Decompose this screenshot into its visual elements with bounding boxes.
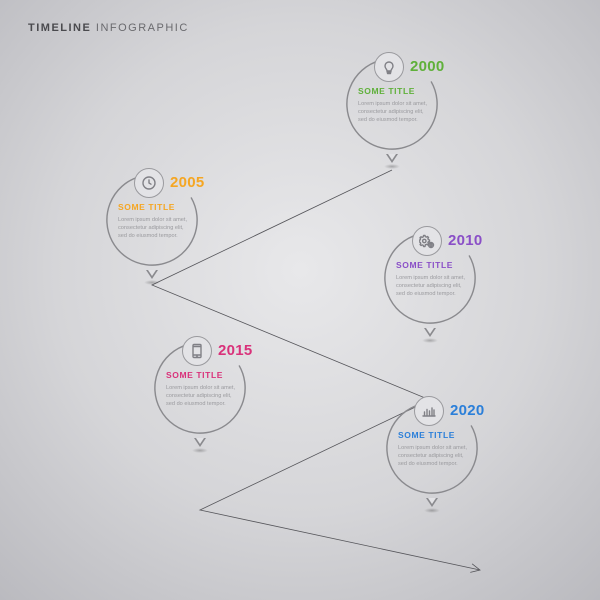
node-title: SOME TITLE <box>118 202 190 212</box>
node-title: SOME TITLE <box>396 260 468 270</box>
year-label: 2005 <box>170 174 205 191</box>
node-body: Lorem ipsum dolor sit amet, consectetur … <box>396 274 468 298</box>
node-title: SOME TITLE <box>358 86 430 96</box>
node-body: Lorem ipsum dolor sit amet, consectetur … <box>358 100 430 124</box>
chart-icon <box>414 396 444 426</box>
year-label: 2000 <box>410 58 445 75</box>
pointer-icon <box>146 270 158 279</box>
year-label: 2010 <box>448 232 483 249</box>
pointer-shadow <box>424 508 440 513</box>
year-label: 2020 <box>450 402 485 419</box>
pointer-shadow <box>192 448 208 453</box>
pointer-shadow <box>144 280 160 285</box>
zigzag-path <box>0 0 600 600</box>
node-body: Lorem ipsum dolor sit amet, consectetur … <box>398 444 470 468</box>
node-body: Lorem ipsum dolor sit amet, consectetur … <box>118 216 190 240</box>
gears-icon <box>412 226 442 256</box>
timeline-node-2000: 2000 SOME TITLE Lorem ipsum dolor sit amet… <box>332 56 452 169</box>
pointer-icon <box>424 328 436 337</box>
node-body: Lorem ipsum dolor sit amet, consectetur … <box>166 384 238 408</box>
pointer-shadow <box>384 164 400 169</box>
clock-icon <box>134 168 164 198</box>
timeline-node-2015: 2015 SOME TITLE Lorem ipsum dolor sit amet… <box>140 340 260 453</box>
node-title: SOME TITLE <box>166 370 238 380</box>
node-title: SOME TITLE <box>398 430 470 440</box>
year-label: 2015 <box>218 342 253 359</box>
pointer-icon <box>194 438 206 447</box>
pointer-icon <box>386 154 398 163</box>
timeline-node-2005: 2005 SOME TITLE Lorem ipsum dolor sit amet… <box>92 172 212 285</box>
pointer-icon <box>426 498 438 507</box>
pointer-shadow <box>422 338 438 343</box>
bulb-icon <box>374 52 404 82</box>
timeline-node-2010: 2010 SOME TITLE Lorem ipsum dolor sit amet… <box>370 230 490 343</box>
phone-icon <box>182 336 212 366</box>
timeline-node-2020: 2020 SOME TITLE Lorem ipsum dolor sit amet… <box>372 400 492 513</box>
